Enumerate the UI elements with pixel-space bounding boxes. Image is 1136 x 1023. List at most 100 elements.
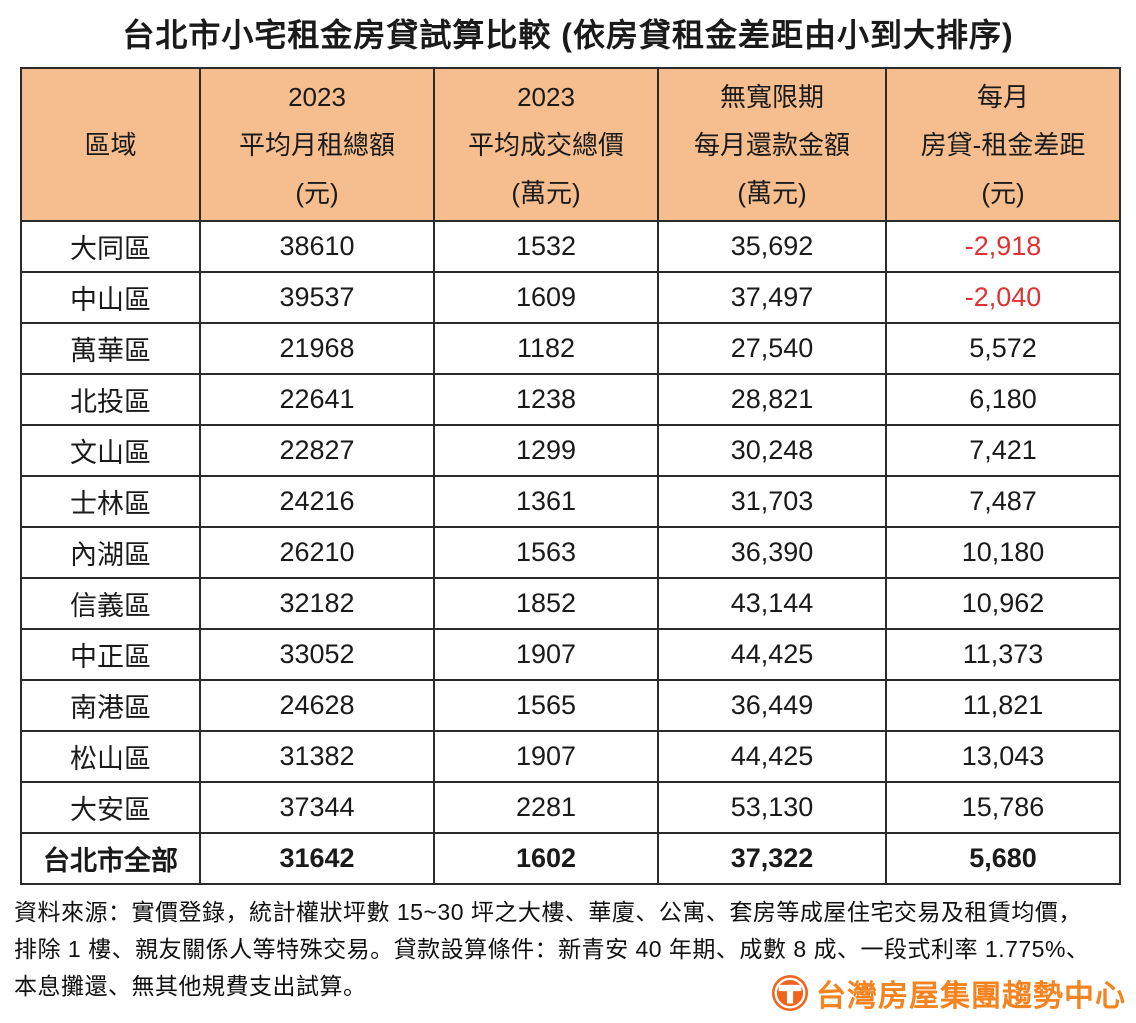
page-title: 台北市小宅租金房貸試算比較 (依房貸租金差距由小到大排序)	[122, 17, 1014, 53]
value-cell: 43,144	[657, 577, 887, 630]
district-cell: 大安區	[20, 781, 201, 834]
table-row: 南港區 24628 1565 36,449 11,821	[20, 679, 1121, 732]
brand-logo: 台灣房屋集團趨勢中心	[771, 971, 1126, 1015]
column-header: 2023 平均成交總價 (萬元)	[433, 67, 659, 222]
district-cell: 士林區	[20, 475, 201, 528]
value-cell: 1299	[433, 424, 659, 477]
value-cell: 53,130	[657, 781, 887, 834]
column-header-line: 區域	[84, 129, 137, 160]
value-cell: 6,180	[885, 373, 1121, 426]
column-header-line: 平均月租總額	[238, 129, 395, 160]
value-cell: 33052	[199, 628, 435, 681]
value-cell: 2281	[433, 781, 659, 834]
value-cell: 5,572	[885, 322, 1121, 375]
value-cell: 24216	[199, 475, 435, 528]
column-header: 2023 平均月租總額 (元)	[199, 67, 435, 222]
table-header: 區域 2023 平均月租總額 (元) 2023 平均成交總價 (萬元) 無寬限期 每月還款金額 (…	[20, 67, 1121, 222]
value-cell: 31642	[199, 832, 435, 885]
column-header-line: (萬元)	[737, 177, 807, 208]
value-cell: 11,821	[885, 679, 1121, 732]
value-cell: 44,425	[657, 730, 887, 783]
value-cell: 1532	[433, 220, 659, 273]
value-cell: 1852	[433, 577, 659, 630]
value-cell: 1609	[433, 271, 659, 324]
value-cell: 13,043	[885, 730, 1121, 783]
district-cell: 文山區	[20, 424, 201, 477]
value-cell: 37,322	[657, 832, 887, 885]
table-body: 大同區 38610 1532 35,692 -2,918 中山區 39537 1609 37,4…	[20, 220, 1121, 885]
table-row: 內湖區 26210 1563 36,390 10,180	[20, 526, 1121, 579]
column-header-line: 每月	[976, 81, 1029, 112]
value-cell: 32182	[199, 577, 435, 630]
column-header: 每月 房貸-租金差距 (元)	[885, 67, 1121, 222]
value-cell: 5,680	[885, 832, 1121, 885]
column-header-line: 2023	[517, 81, 575, 112]
infographic-page: 台北市小宅租金房貸試算比較 (依房貸租金差距由小到大排序) 區域 2023 平均月租…	[0, 10, 1136, 1015]
table-row: 文山區 22827 1299 30,248 7,421	[20, 424, 1121, 477]
district-cell: 萬華區	[20, 322, 201, 375]
value-cell: 1907	[433, 730, 659, 783]
value-cell: 39537	[199, 271, 435, 324]
rent-vs-mortgage-table: 區域 2023 平均月租總額 (元) 2023 平均成交總價 (萬元) 無寬限期 每月還款金額 (…	[20, 67, 1121, 885]
value-cell: -2,918	[885, 220, 1121, 273]
table-row: 信義區 32182 1852 43,144 10,962	[20, 577, 1121, 630]
column-header-line: 每月還款金額	[693, 129, 850, 160]
column-header: 無寬限期 每月還款金額 (萬元)	[657, 67, 887, 222]
value-cell: 37,497	[657, 271, 887, 324]
column-header-line: (元)	[295, 177, 339, 208]
value-cell: 37344	[199, 781, 435, 834]
column-header-line: 平均成交總價	[467, 129, 624, 160]
table-row: 大安區 37344 2281 53,130 15,786	[20, 781, 1121, 834]
district-cell: 南港區	[20, 679, 201, 732]
district-cell: 中正區	[20, 628, 201, 681]
district-cell: 大同區	[20, 220, 201, 273]
source-note-line-2: 排除 1 樓、親友關係人等特殊交易。貸款設算條件：新青安 40 年期、成數 8 …	[14, 936, 1090, 962]
value-cell: 15,786	[885, 781, 1121, 834]
district-cell: 松山區	[20, 730, 201, 783]
value-cell: 11,373	[885, 628, 1121, 681]
value-cell: 1907	[433, 628, 659, 681]
table-row: 萬華區 21968 1182 27,540 5,572	[20, 322, 1121, 375]
district-cell: 台北市全部	[20, 832, 201, 885]
value-cell: 36,390	[657, 526, 887, 579]
value-cell: 7,421	[885, 424, 1121, 477]
value-cell: 1565	[433, 679, 659, 732]
value-cell: 7,487	[885, 475, 1121, 528]
district-cell: 中山區	[20, 271, 201, 324]
value-cell: 31,703	[657, 475, 887, 528]
column-header-line: (萬元)	[511, 177, 581, 208]
column-header: 區域	[20, 67, 201, 222]
value-cell: 24628	[199, 679, 435, 732]
source-note-line-1: 資料來源：實價登錄，統計權狀坪數 15~30 坪之大樓、華廈、公寓、套房等成屋住…	[14, 899, 1082, 925]
district-cell: 內湖區	[20, 526, 201, 579]
value-cell: 21968	[199, 322, 435, 375]
header-row: 區域 2023 平均月租總額 (元) 2023 平均成交總價 (萬元) 無寬限期 每月還款金額 (…	[20, 67, 1121, 222]
value-cell: -2,040	[885, 271, 1121, 324]
source-note-line-3: 本息攤還、無其他規費支出試算。	[14, 973, 367, 999]
value-cell: 1361	[433, 475, 659, 528]
value-cell: 10,962	[885, 577, 1121, 630]
table-row: 松山區 31382 1907 44,425 13,043	[20, 730, 1121, 783]
value-cell: 30,248	[657, 424, 887, 477]
column-header-line: 房貸-租金差距	[920, 129, 1086, 160]
district-cell: 北投區	[20, 373, 201, 426]
value-cell: 44,425	[657, 628, 887, 681]
value-cell: 35,692	[657, 220, 887, 273]
source-note: 資料來源：實價登錄，統計權狀坪數 15~30 坪之大樓、華廈、公寓、套房等成屋住…	[14, 894, 1136, 1005]
value-cell: 22641	[199, 373, 435, 426]
table-row: 中山區 39537 1609 37,497 -2,040	[20, 271, 1121, 324]
value-cell: 1563	[433, 526, 659, 579]
value-cell: 36,449	[657, 679, 887, 732]
value-cell: 26210	[199, 526, 435, 579]
value-cell: 22827	[199, 424, 435, 477]
table-row: 士林區 24216 1361 31,703 7,487	[20, 475, 1121, 528]
brand-logo-text: 台灣房屋集團趨勢中心	[816, 980, 1126, 1013]
value-cell: 1182	[433, 322, 659, 375]
table-row: 大同區 38610 1532 35,692 -2,918	[20, 220, 1121, 273]
value-cell: 28,821	[657, 373, 887, 426]
value-cell: 10,180	[885, 526, 1121, 579]
taiwan-housing-logo-icon	[771, 974, 809, 1012]
district-cell: 信義區	[20, 577, 201, 630]
table-row: 中正區 33052 1907 44,425 11,373	[20, 628, 1121, 681]
table-row: 北投區 22641 1238 28,821 6,180	[20, 373, 1121, 426]
